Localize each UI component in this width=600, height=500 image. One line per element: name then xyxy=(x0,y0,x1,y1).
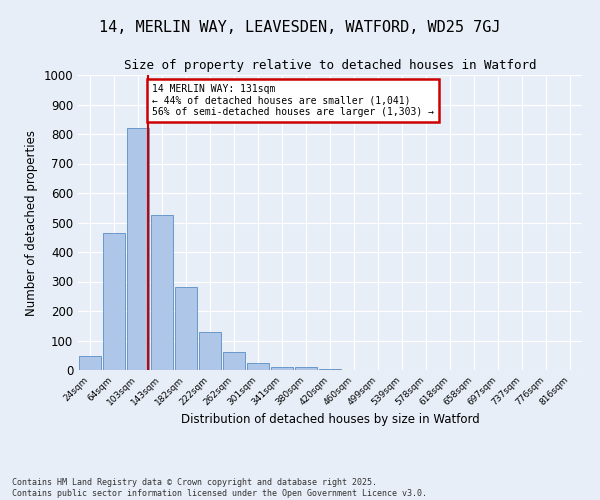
Title: Size of property relative to detached houses in Watford: Size of property relative to detached ho… xyxy=(124,60,536,72)
Text: 14 MERLIN WAY: 131sqm
← 44% of detached houses are smaller (1,041)
56% of semi-d: 14 MERLIN WAY: 131sqm ← 44% of detached … xyxy=(152,84,434,117)
Bar xyxy=(79,356,101,370)
Bar xyxy=(271,367,293,370)
Bar xyxy=(247,363,269,370)
Bar xyxy=(295,367,317,370)
Bar xyxy=(175,288,197,370)
Y-axis label: Number of detached properties: Number of detached properties xyxy=(25,130,38,316)
Text: Contains HM Land Registry data © Crown copyright and database right 2025.
Contai: Contains HM Land Registry data © Crown c… xyxy=(12,478,427,498)
Bar xyxy=(223,352,245,370)
Text: 14, MERLIN WAY, LEAVESDEN, WATFORD, WD25 7GJ: 14, MERLIN WAY, LEAVESDEN, WATFORD, WD25… xyxy=(99,20,501,35)
Bar xyxy=(127,128,149,370)
Bar xyxy=(151,215,173,370)
Bar xyxy=(199,332,221,370)
X-axis label: Distribution of detached houses by size in Watford: Distribution of detached houses by size … xyxy=(181,412,479,426)
Bar xyxy=(319,369,341,370)
Bar xyxy=(103,233,125,370)
